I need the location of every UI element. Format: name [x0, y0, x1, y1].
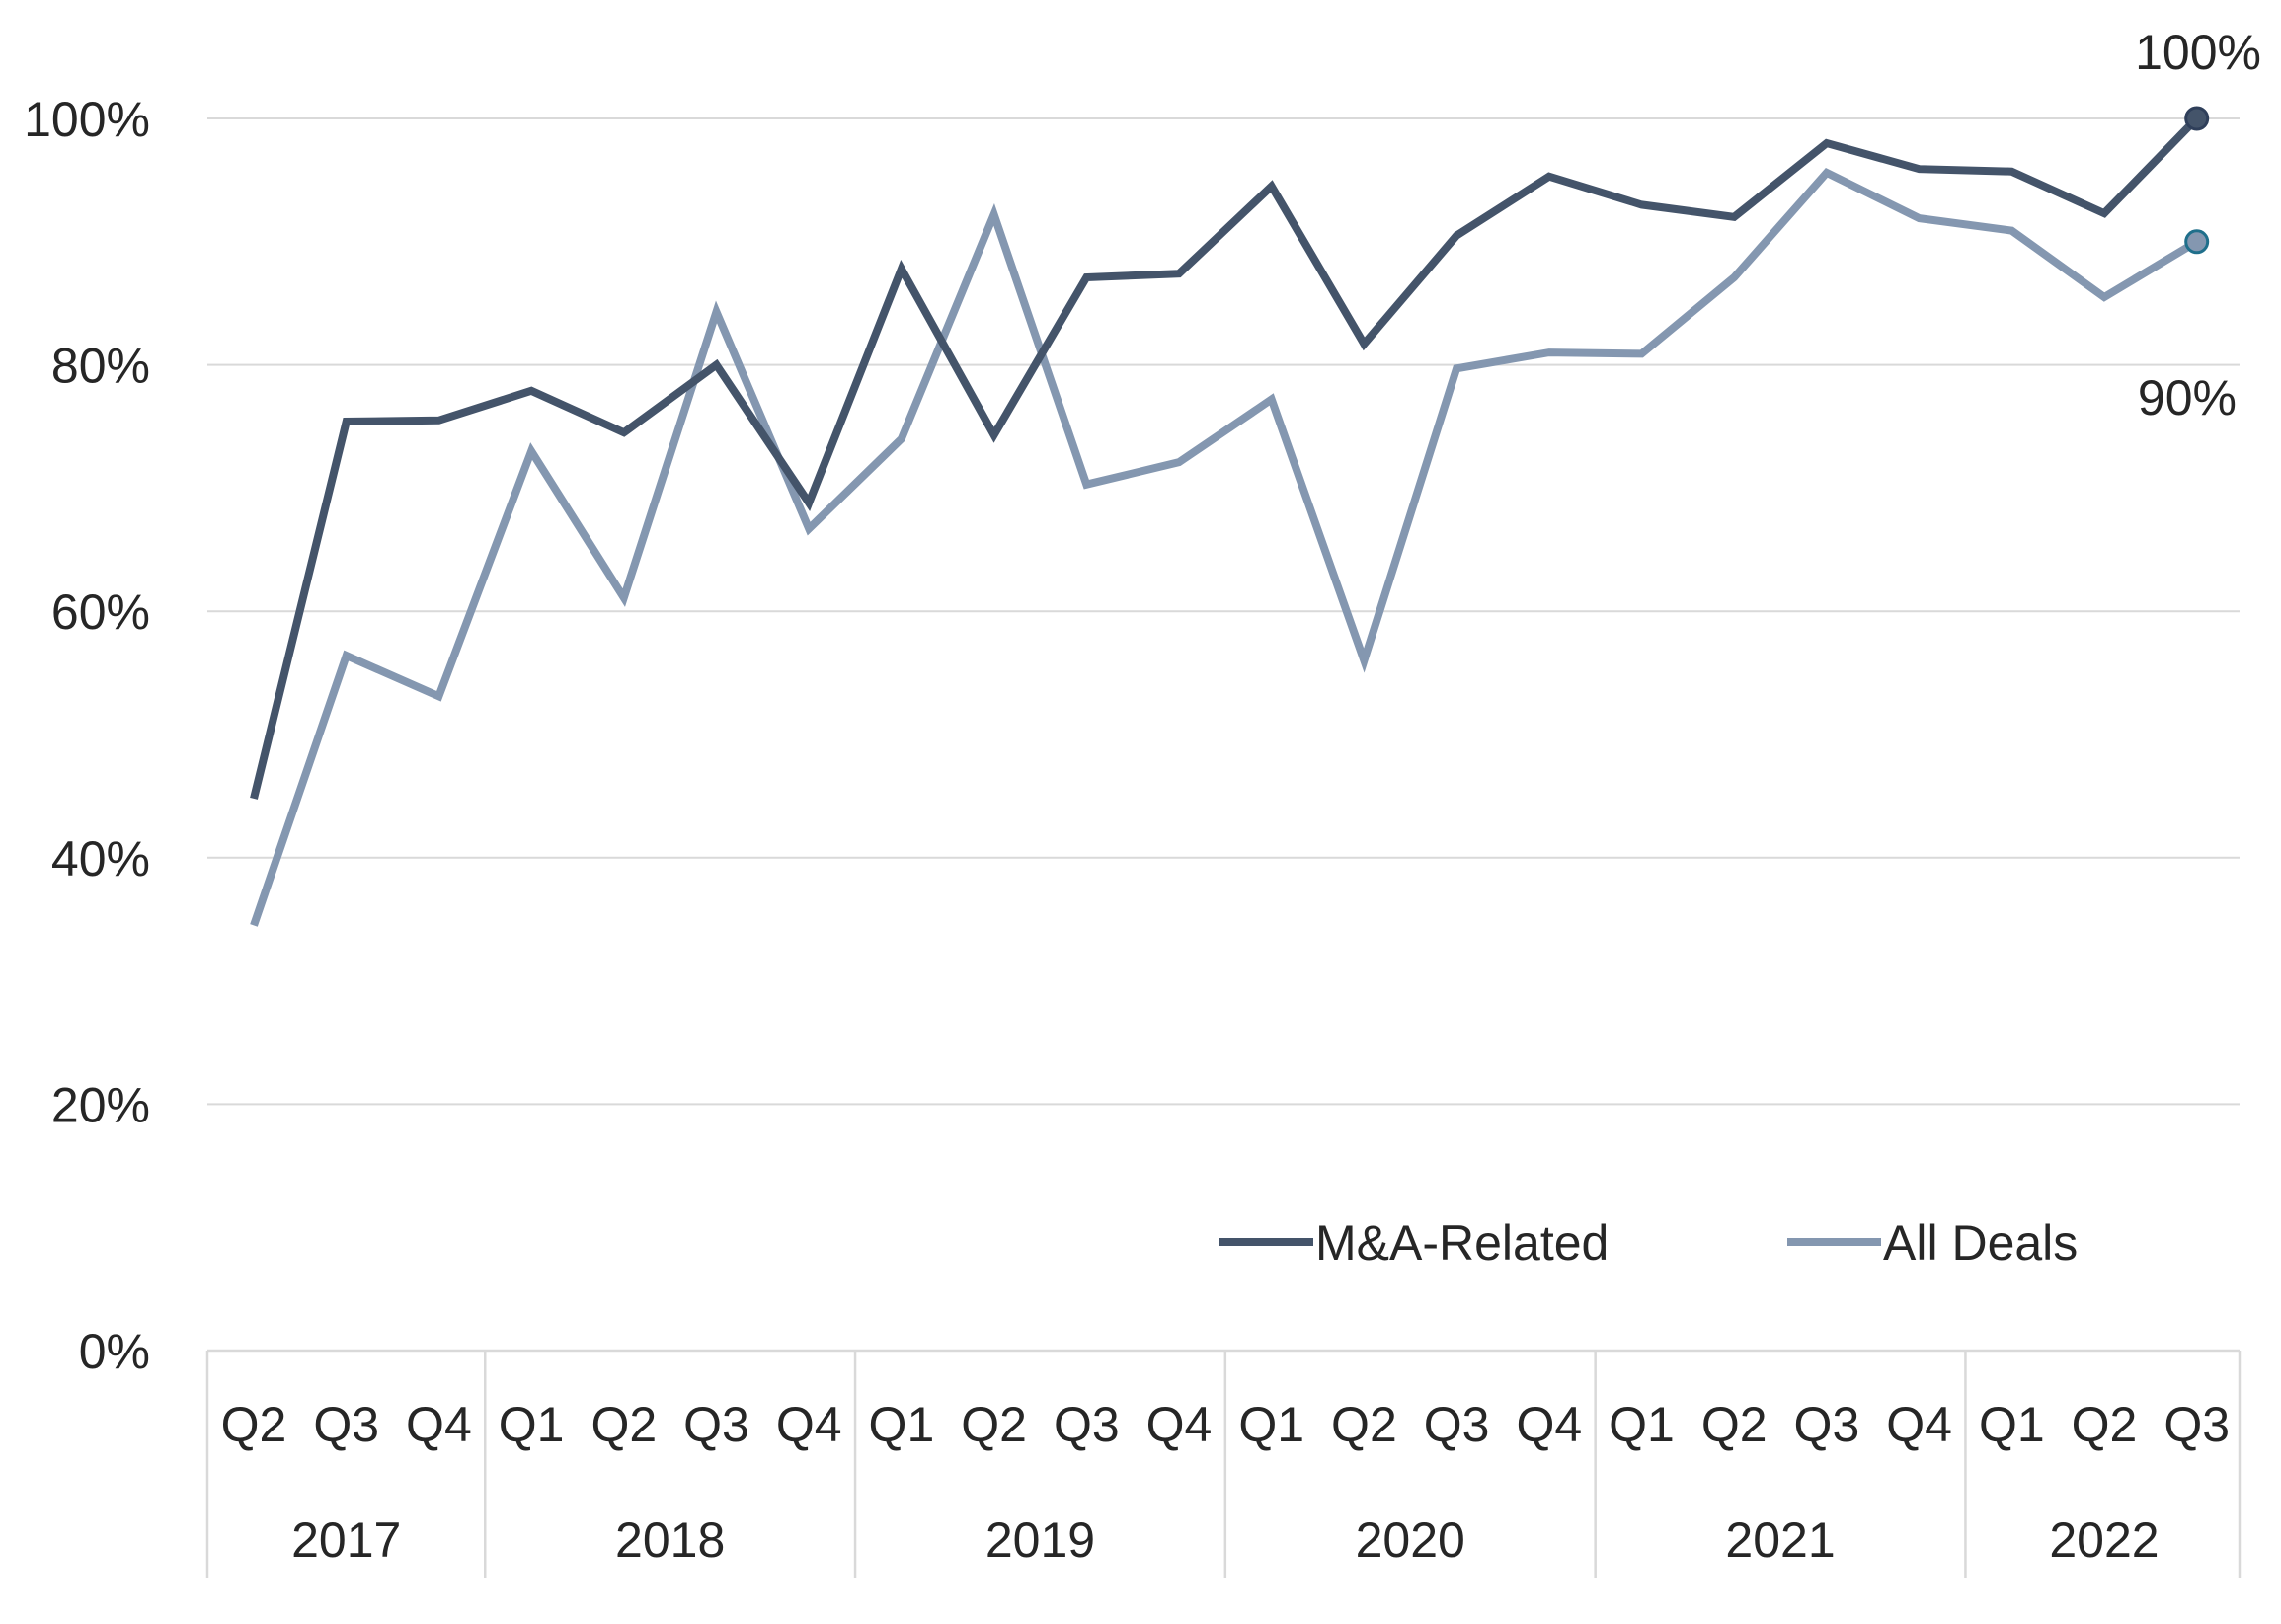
x-tick-label: Q3: [1054, 1397, 1120, 1452]
y-tick-label: 100%: [24, 92, 150, 147]
data-label-end: 90%: [2138, 370, 2237, 425]
legend: M&A-Related All Deals: [1219, 1215, 2078, 1271]
x-tick-label: Q2: [2072, 1397, 2138, 1452]
year-label: 2018: [615, 1512, 725, 1568]
x-tick-label: Q2: [961, 1397, 1027, 1452]
year-label: 2017: [291, 1512, 401, 1568]
data-label-end: 100%: [2135, 25, 2261, 80]
end-point-marker: [2184, 229, 2210, 255]
gridlines: [207, 117, 2240, 1106]
y-axis: 0% 20% 40% 60% 80% 100%: [24, 92, 150, 1379]
y-tick-label: 20%: [51, 1077, 150, 1132]
x-tick-label: Q2: [1701, 1397, 1768, 1452]
year-label: 2020: [1356, 1512, 1465, 1568]
x-tick-label: Q4: [406, 1397, 472, 1452]
x-tick-label: Q1: [869, 1397, 935, 1452]
x-tick-label: Q2: [1331, 1397, 1397, 1452]
series-line-m-a-related: [250, 116, 2200, 800]
x-tick-label: Q3: [1794, 1397, 1860, 1452]
legend-label: All Deals: [1883, 1215, 2078, 1271]
x-tick-label: Q4: [776, 1397, 842, 1452]
end-point-marker: [2184, 106, 2210, 131]
series-line-all-deals: [250, 167, 2199, 927]
x-tick-label: Q3: [683, 1397, 749, 1452]
x-tick-label: Q4: [1516, 1397, 1582, 1452]
x-tick-label: Q4: [1146, 1397, 1213, 1452]
year-label: 2021: [1725, 1512, 1835, 1568]
x-axis: Q2 Q3 Q4 Q1 Q2 Q3 Q4 Q1 Q2 Q3 Q4 Q1 Q2 Q3 Q4 Q1 Q2 Q3 Q4 Q1…: [205, 1349, 2242, 1578]
legend-label: M&A-Related: [1315, 1215, 1609, 1271]
y-tick-label: 60%: [51, 584, 150, 640]
x-tick-label: Q3: [1424, 1397, 1490, 1452]
y-tick-label: 0%: [79, 1324, 150, 1379]
x-tick-label: Q1: [1979, 1397, 2045, 1452]
x-tick-label: Q1: [1609, 1397, 1675, 1452]
x-tick-label: Q3: [2163, 1397, 2230, 1452]
series-lines: 100% 90%: [250, 25, 2261, 927]
year-label: 2019: [985, 1512, 1095, 1568]
x-tick-label: Q2: [221, 1397, 287, 1452]
x-tick-label: Q1: [499, 1397, 565, 1452]
year-label: 2022: [2049, 1512, 2159, 1568]
x-tick-label: Q4: [1886, 1397, 1952, 1452]
y-tick-label: 40%: [51, 831, 150, 887]
x-tick-label: Q3: [313, 1397, 379, 1452]
y-tick-label: 80%: [51, 339, 150, 394]
x-tick-label: Q2: [590, 1397, 657, 1452]
x-tick-label: Q1: [1238, 1397, 1304, 1452]
